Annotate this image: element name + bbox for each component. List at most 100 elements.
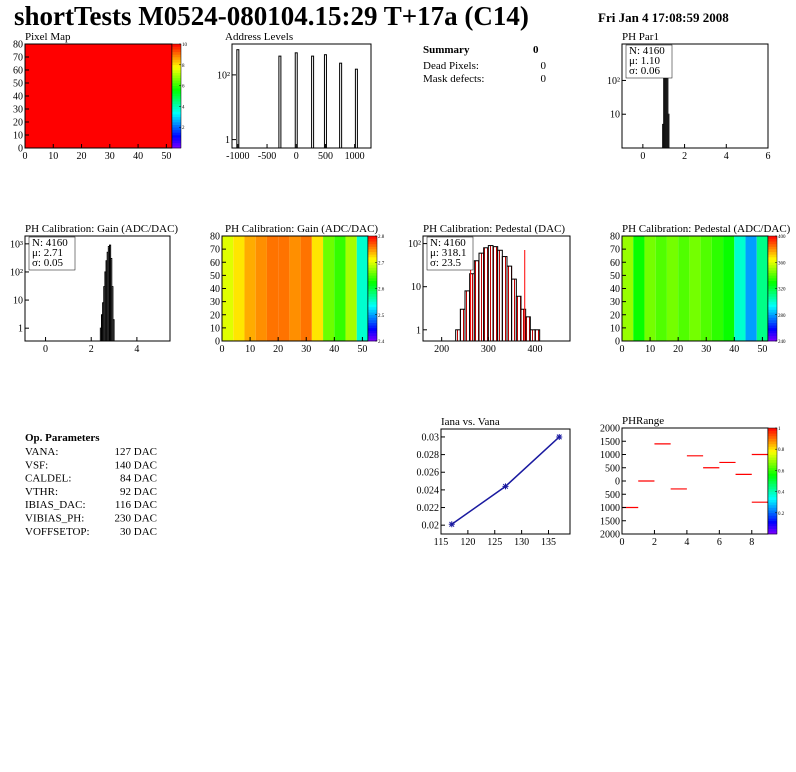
heatmap-cell	[311, 236, 324, 341]
palette	[768, 330, 777, 334]
palette	[768, 465, 777, 469]
palette	[768, 299, 777, 302]
palette	[172, 137, 181, 141]
stats-line: N: 4160	[629, 45, 665, 57]
palette	[768, 473, 777, 476]
x-tick-label: 120	[460, 537, 475, 548]
y-tick-label: 10²	[217, 70, 230, 81]
palette	[768, 254, 777, 258]
palette	[368, 299, 377, 302]
z-tick-label: 2.5	[378, 314, 385, 319]
y-tick-label: 30	[13, 105, 23, 116]
histogram-bin	[473, 260, 480, 342]
heatmap-cell	[345, 236, 357, 341]
summary-total: 0	[533, 44, 539, 56]
palette	[768, 433, 777, 437]
x-tick-label: 2	[89, 344, 94, 355]
x-tick-label: 40	[329, 344, 339, 355]
palette	[768, 502, 777, 506]
palette	[368, 335, 377, 339]
palette	[172, 129, 181, 133]
y-tick-label: 20	[610, 310, 620, 321]
y-tick-label: 0	[215, 337, 220, 348]
palette	[768, 333, 777, 337]
palette	[768, 288, 777, 292]
x-tick-label: 0	[620, 537, 625, 548]
palette	[368, 280, 377, 284]
z-tick-label: 6	[182, 85, 185, 90]
palette	[368, 314, 377, 318]
pad-title: Pixel Map	[25, 31, 71, 43]
palette	[768, 301, 777, 305]
palette	[768, 459, 777, 463]
x-tick-label: 130	[514, 537, 529, 548]
x-tick-label: 300	[481, 344, 496, 355]
palette	[368, 272, 377, 276]
y-tick-label: 10	[210, 323, 220, 334]
palette	[768, 512, 777, 516]
x-tick-label: 20	[273, 344, 283, 355]
palette	[768, 454, 777, 458]
summary-title: Summary	[423, 44, 470, 56]
palette	[768, 257, 777, 260]
x-tick-label: 20	[673, 344, 683, 355]
y-tick-label: 500	[605, 463, 620, 474]
palette	[368, 306, 377, 310]
z-tick-label: 10	[182, 43, 188, 48]
palette	[768, 462, 777, 466]
histogram-bin	[506, 265, 513, 342]
param-value: 116 DAC	[115, 499, 157, 511]
palette	[368, 320, 377, 323]
palette	[768, 238, 777, 242]
x-tick-label: -500	[258, 151, 276, 162]
palette	[368, 330, 377, 334]
heatmap-cell	[25, 44, 172, 148]
heatmap-cell	[711, 236, 724, 341]
y-tick-label: 0	[18, 144, 23, 155]
heatmap-cell	[689, 236, 701, 341]
x-tick-label: 30	[105, 151, 115, 162]
palette	[368, 267, 377, 271]
y-tick-label: 60	[210, 258, 220, 269]
stats-box	[426, 236, 474, 271]
palette	[768, 504, 777, 508]
y-tick-label: 60	[610, 258, 620, 269]
param-label: VSF:	[25, 459, 48, 471]
z-tick-label: 0.4	[778, 491, 785, 496]
palette	[768, 320, 777, 323]
palette	[172, 124, 181, 128]
heatmap-cell	[255, 236, 267, 341]
y-tick-label: 10²	[607, 76, 620, 87]
palette	[368, 249, 377, 253]
pad-title: Iana vs. Vana	[441, 416, 500, 428]
y-tick-label: 60	[13, 66, 23, 77]
x-tick-label: 50	[161, 151, 171, 162]
palette	[768, 499, 777, 503]
palette	[768, 272, 777, 276]
palette	[768, 457, 777, 461]
y-tick-label: 0.028	[417, 450, 440, 461]
y-tick-label: 80	[13, 40, 23, 51]
heatmap-cell	[334, 236, 346, 341]
palette	[368, 301, 377, 305]
y-tick-label: 1	[416, 325, 421, 336]
palette	[768, 520, 777, 524]
heatmap-cell	[745, 236, 757, 341]
pad-title: PH Calibration: Pedestal (ADC/DAC)	[622, 223, 791, 235]
palette	[172, 75, 181, 79]
x-tick-label: 0	[43, 344, 48, 355]
bar	[294, 52, 298, 149]
y-tick-label: 1	[18, 324, 23, 335]
pad-title: PH Calibration: Gain (ADC/DAC)	[25, 223, 178, 235]
palette	[368, 312, 377, 316]
palette	[172, 116, 181, 120]
palette	[768, 515, 777, 519]
y-tick-label: 40	[610, 284, 620, 295]
palette	[768, 451, 777, 455]
param-value: 92 DAC	[120, 486, 157, 498]
palette	[768, 296, 777, 300]
heatmap-cell	[700, 236, 712, 341]
param-label: VOFFSETOP:	[25, 526, 90, 538]
palette	[368, 285, 377, 289]
